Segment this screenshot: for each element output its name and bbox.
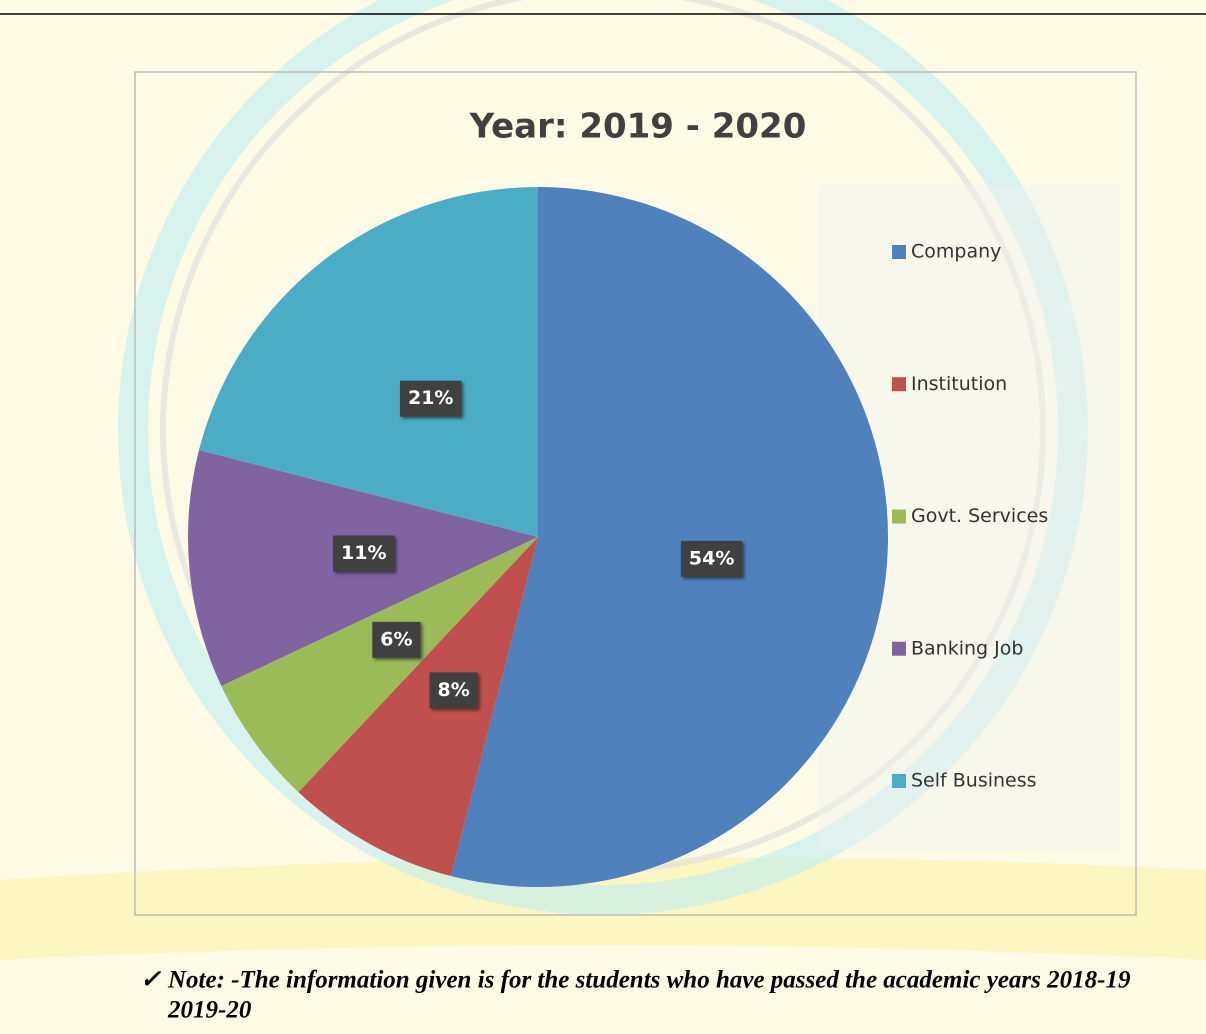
data-label-box (372, 621, 421, 658)
legend-swatch (892, 774, 906, 788)
watermark-ring (118, 0, 1088, 915)
data-label-text: 8% (438, 679, 470, 701)
data-label-box (680, 540, 743, 577)
data-label: 8% (429, 672, 478, 709)
data-label-box (333, 535, 395, 572)
legend-label: Banking Job (911, 637, 1023, 659)
pie-slice (450, 187, 889, 887)
legend-swatch (892, 377, 906, 392)
legend-label: Govt. Services (911, 505, 1048, 527)
note-text: 2019-20 (167, 997, 252, 1024)
data-label: 54% (680, 540, 743, 577)
data-label-text: 6% (380, 628, 412, 650)
legend-swatch (892, 245, 906, 259)
chart-title: Year: 2019 - 2020 (469, 107, 807, 147)
data-label-box (399, 380, 462, 417)
note-text: Note: -The information given is for the … (167, 967, 1131, 994)
data-label-text: 11% (341, 542, 386, 564)
data-label-text: 21% (408, 387, 453, 409)
data-label: 21% (399, 380, 462, 417)
data-label-text: 54% (689, 547, 734, 569)
legend-swatch (892, 641, 906, 656)
legend-label: Self Business (911, 770, 1037, 792)
legend-label: Company (911, 241, 1001, 263)
note-bullet: ✓ (140, 967, 162, 994)
data-label-box (429, 672, 478, 709)
data-label: 11% (333, 535, 395, 572)
legend-label: Institution (911, 373, 1007, 395)
pie-slice (198, 187, 538, 537)
data-label: 6% (372, 621, 421, 658)
pie-slice (221, 537, 538, 793)
pie-slice (298, 537, 538, 877)
chart-frame (134, 71, 1137, 916)
legend-swatch (892, 509, 906, 524)
